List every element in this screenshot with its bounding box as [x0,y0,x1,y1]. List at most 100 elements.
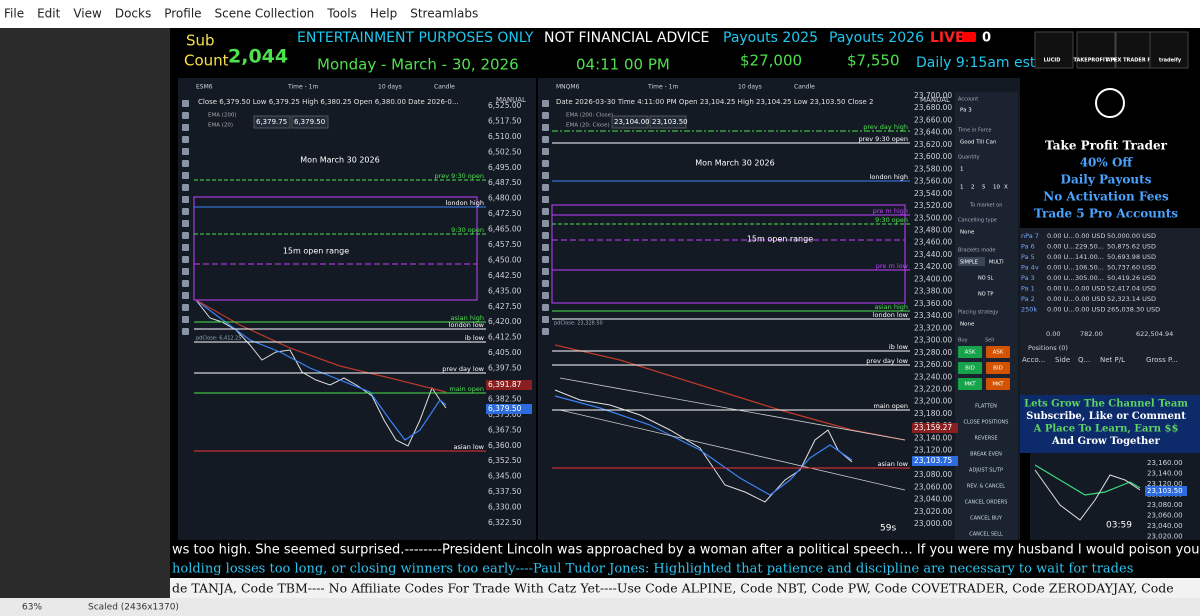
action-btn[interactable]: FLATTEN [975,404,997,410]
price-tick: 23,600.00 [914,152,952,161]
menu-bar [0,0,1200,28]
price-tick: 23,280.00 [914,348,952,357]
action-btn[interactable]: CANCEL BUY [970,516,1003,522]
tool-icon [542,112,549,119]
price-flag [486,380,532,390]
qty-button[interactable]: 1 [960,185,964,191]
price-tick: 23,540.00 [914,189,952,198]
action-btn[interactable]: REVERSE [974,436,997,442]
positions-bg [1020,340,1200,395]
level-label: asian high [874,303,908,311]
price-flag-text: 6,379.50 [488,404,522,413]
button[interactable]: MULTI [989,260,1004,266]
simple-btn [958,257,985,266]
button[interactable]: NO TP [978,292,993,298]
menu-item[interactable]: Tools [326,7,357,21]
level-label: asian low [454,443,485,451]
price-tick: 6,382.50 [488,394,522,403]
button[interactable]: SIMPLE [960,260,978,266]
account-cell: Pa 2 [1021,295,1035,303]
order-btn[interactable] [958,346,982,358]
price-tick: 6,352.50 [488,456,522,465]
account-cell: 50,875.62 USD [1107,243,1156,251]
menu-item[interactable]: Docks [115,7,151,21]
order-btn[interactable] [986,346,1010,358]
timeframe[interactable]: Time - 1m [647,84,678,91]
tool-icon [182,280,189,287]
date: Monday - March - 30, 2026 [317,56,519,74]
mini-flag [1145,486,1187,496]
open-range-label: 15m open range [283,247,349,256]
menu-item[interactable]: File [4,7,24,21]
menu-item[interactable]: View [73,7,102,21]
tool-icon [542,208,549,215]
style[interactable]: Candle [434,84,455,91]
action-btn[interactable]: CANCEL SELL [969,532,1003,538]
level-label: 9:30 open [875,216,908,224]
ohlc: Close 6,379.50 Low 6,379.25 High 6,380.2… [198,98,459,106]
menu-item[interactable]: Profile [164,7,201,21]
buy-box [253,115,291,129]
order-btn-text[interactable]: MKT [964,382,976,388]
promo-line: Daily Payouts [1061,173,1152,187]
account-cell: 50,693.98 USD [1107,253,1156,261]
account-cell: 50,000.00 USD [1107,232,1156,240]
order-btn[interactable] [986,378,1010,390]
action-btn[interactable]: ADJUST SL/TP [969,468,1003,474]
price-tick: 6,322.50 [488,518,522,527]
channel-line [559,409,906,491]
price-tick: 6,517.50 [488,116,522,125]
order-btn[interactable] [958,378,982,390]
left-chart-bg [178,78,536,540]
range[interactable]: 10 days [738,84,762,91]
qty-button[interactable]: 5 [982,185,986,191]
account-cell: 0.00 U... [1047,285,1075,293]
order-btn-text[interactable]: MKT [992,382,1004,388]
menu-item[interactable]: Streamlabs [410,7,478,21]
menu-item[interactable]: Edit [37,7,61,21]
qty-button[interactable]: 2 [971,185,975,191]
symbol[interactable]: ESM6 [196,84,213,91]
account-cell: 250k [1021,306,1037,314]
level-label: main open [449,385,484,393]
scale: Scaled (2436x1370) [88,603,179,613]
price-tick: 23,700.00 [914,91,952,100]
action-btn[interactable]: BREAK EVEN [970,452,1002,458]
field: 1 [960,167,964,173]
payouts-label: Payouts 2026 [829,30,924,46]
button[interactable]: NO SL [978,276,993,282]
action-btn[interactable]: CANCEL ORDERS [965,500,1008,506]
symbol[interactable]: MNQM6 [556,84,580,91]
order-btn-text[interactable]: ASK [965,350,976,356]
buy-box [611,115,649,129]
order-btn-text[interactable]: BID [993,366,1003,372]
order-btn[interactable] [986,362,1010,374]
action-btn[interactable]: REV. & CANCEL [967,484,1005,490]
channel-line: Lets Grow The Channel Team [1024,399,1188,410]
field: None [960,322,975,328]
menu-item[interactable]: Help [370,7,397,21]
level-label: london high [870,173,908,181]
live-count: 0 [982,31,991,46]
level-label: london low [873,311,909,319]
account-cell: 0.00 U... [1047,264,1075,272]
logo-text: TAKEPROFIT TRADER [1074,58,1133,64]
qty-button[interactable]: X [1004,185,1008,191]
order-btn[interactable] [958,362,982,374]
action-btn[interactable]: CLOSE POSITIONS [964,420,1009,426]
order-btn-text[interactable]: ASK [993,350,1004,356]
order-btn-text[interactable]: BID [965,366,975,372]
manual: MANUAL [920,96,950,104]
ohlc: Date 2026-03-30 Time 4:11:00 PM Open 23,… [556,98,873,106]
tool-icon [182,184,189,191]
price-tick: 6,375.00 [488,410,522,419]
account-cell: 52,323.14 USD [1107,295,1156,303]
style[interactable]: Candle [794,84,815,91]
menu-item[interactable]: Scene Collection [215,7,315,21]
qty-button[interactable]: 10 [993,185,1000,191]
tool-icon [182,148,189,155]
price-tick: 6,345.00 [488,472,522,481]
range[interactable]: 10 days [378,84,402,91]
timeframe[interactable]: Time - 1m [287,84,318,91]
